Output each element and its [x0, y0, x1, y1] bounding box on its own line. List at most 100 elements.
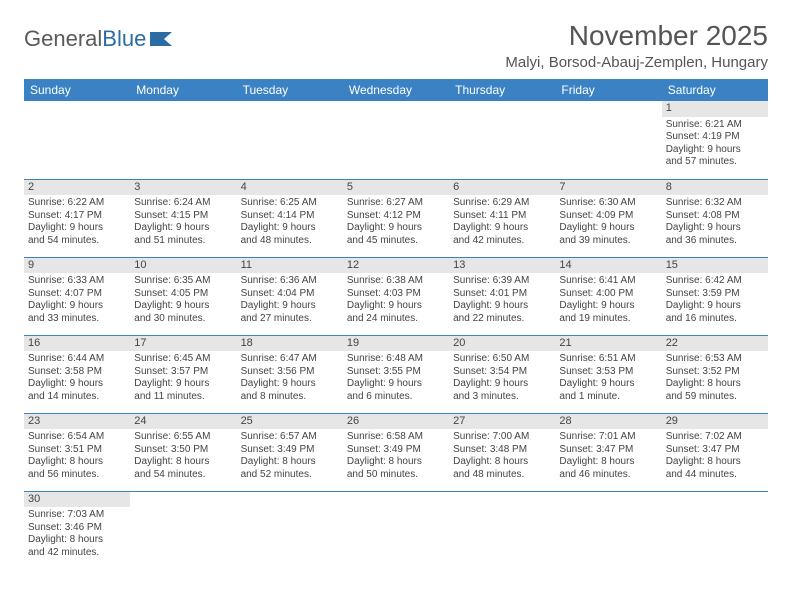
- day-detail: and 27 minutes.: [241, 313, 339, 326]
- day-detail: Sunrise: 6:50 AM: [453, 353, 551, 366]
- day-header: Sunday: [24, 79, 130, 101]
- day-detail: Sunrise: 7:03 AM: [28, 509, 126, 522]
- day-detail: and 46 minutes.: [559, 469, 657, 482]
- day-detail: Sunset: 3:59 PM: [666, 288, 764, 301]
- day-detail: Sunrise: 6:42 AM: [666, 275, 764, 288]
- day-detail: and 51 minutes.: [134, 235, 232, 248]
- day-detail: Sunset: 3:47 PM: [666, 444, 764, 457]
- day-detail: and 30 minutes.: [134, 313, 232, 326]
- day-detail: Sunrise: 6:21 AM: [666, 119, 764, 132]
- day-detail: Daylight: 8 hours: [559, 456, 657, 469]
- empty-cell: [555, 101, 661, 179]
- day-header: Monday: [130, 79, 236, 101]
- day-detail: Sunset: 4:07 PM: [28, 288, 126, 301]
- day-detail: and 48 minutes.: [453, 469, 551, 482]
- day-detail: and 48 minutes.: [241, 235, 339, 248]
- day-header: Thursday: [449, 79, 555, 101]
- day-detail: Sunrise: 6:27 AM: [347, 197, 445, 210]
- day-cell: 9Sunrise: 6:33 AMSunset: 4:07 PMDaylight…: [24, 257, 130, 335]
- empty-cell: [449, 101, 555, 179]
- day-detail: Sunset: 3:50 PM: [134, 444, 232, 457]
- day-detail: and 1 minute.: [559, 391, 657, 404]
- day-detail: Sunset: 3:52 PM: [666, 366, 764, 379]
- day-number: 13: [449, 258, 555, 274]
- day-header-row: SundayMondayTuesdayWednesdayThursdayFrid…: [24, 79, 768, 101]
- day-detail: Sunrise: 6:58 AM: [347, 431, 445, 444]
- day-detail: Sunrise: 6:54 AM: [28, 431, 126, 444]
- day-detail: Sunrise: 6:38 AM: [347, 275, 445, 288]
- day-detail: Sunrise: 6:44 AM: [28, 353, 126, 366]
- day-cell: 10Sunrise: 6:35 AMSunset: 4:05 PMDayligh…: [130, 257, 236, 335]
- day-cell: 20Sunrise: 6:50 AMSunset: 3:54 PMDayligh…: [449, 335, 555, 413]
- day-header: Tuesday: [237, 79, 343, 101]
- day-number: 5: [343, 180, 449, 196]
- day-detail: Daylight: 9 hours: [666, 222, 764, 235]
- day-detail: and 42 minutes.: [453, 235, 551, 248]
- day-cell: 13Sunrise: 6:39 AMSunset: 4:01 PMDayligh…: [449, 257, 555, 335]
- day-detail: Sunrise: 6:35 AM: [134, 275, 232, 288]
- day-detail: Sunset: 3:48 PM: [453, 444, 551, 457]
- day-detail: Sunrise: 6:57 AM: [241, 431, 339, 444]
- empty-cell: [237, 101, 343, 179]
- day-cell: 30Sunrise: 7:03 AMSunset: 3:46 PMDayligh…: [24, 491, 130, 569]
- day-detail: and 42 minutes.: [28, 547, 126, 560]
- day-detail: Daylight: 9 hours: [28, 300, 126, 313]
- day-detail: Daylight: 9 hours: [559, 300, 657, 313]
- day-number: 17: [130, 336, 236, 352]
- day-number: 18: [237, 336, 343, 352]
- day-detail: and 54 minutes.: [28, 235, 126, 248]
- day-number: 16: [24, 336, 130, 352]
- day-detail: Daylight: 9 hours: [453, 222, 551, 235]
- day-cell: 17Sunrise: 6:45 AMSunset: 3:57 PMDayligh…: [130, 335, 236, 413]
- day-detail: Sunrise: 7:02 AM: [666, 431, 764, 444]
- day-detail: Sunset: 4:01 PM: [453, 288, 551, 301]
- day-number: 10: [130, 258, 236, 274]
- day-detail: Sunrise: 6:39 AM: [453, 275, 551, 288]
- empty-cell: [449, 491, 555, 569]
- day-cell: 21Sunrise: 6:51 AMSunset: 3:53 PMDayligh…: [555, 335, 661, 413]
- day-detail: and 57 minutes.: [666, 156, 764, 169]
- day-detail: Sunrise: 6:53 AM: [666, 353, 764, 366]
- day-detail: Sunset: 4:19 PM: [666, 131, 764, 144]
- day-detail: and 14 minutes.: [28, 391, 126, 404]
- day-detail: Daylight: 9 hours: [241, 300, 339, 313]
- day-detail: Daylight: 8 hours: [666, 456, 764, 469]
- day-detail: Daylight: 9 hours: [347, 378, 445, 391]
- day-number: 11: [237, 258, 343, 274]
- day-number: 28: [555, 414, 661, 430]
- logo-text-1: General: [24, 26, 102, 52]
- day-cell: 22Sunrise: 6:53 AMSunset: 3:52 PMDayligh…: [662, 335, 768, 413]
- day-detail: Daylight: 9 hours: [559, 222, 657, 235]
- day-cell: 4Sunrise: 6:25 AMSunset: 4:14 PMDaylight…: [237, 179, 343, 257]
- logo-text-2: Blue: [102, 26, 146, 52]
- day-number: 14: [555, 258, 661, 274]
- day-number: 22: [662, 336, 768, 352]
- day-detail: and 59 minutes.: [666, 391, 764, 404]
- day-detail: Sunset: 3:49 PM: [241, 444, 339, 457]
- day-number: 30: [24, 492, 130, 508]
- day-cell: 14Sunrise: 6:41 AMSunset: 4:00 PMDayligh…: [555, 257, 661, 335]
- day-cell: 7Sunrise: 6:30 AMSunset: 4:09 PMDaylight…: [555, 179, 661, 257]
- day-number: 15: [662, 258, 768, 274]
- day-detail: and 8 minutes.: [241, 391, 339, 404]
- day-detail: and 56 minutes.: [28, 469, 126, 482]
- empty-cell: [555, 491, 661, 569]
- day-detail: Daylight: 8 hours: [453, 456, 551, 469]
- day-detail: Sunrise: 6:36 AM: [241, 275, 339, 288]
- day-detail: Daylight: 9 hours: [241, 222, 339, 235]
- day-detail: and 11 minutes.: [134, 391, 232, 404]
- week-row: 23Sunrise: 6:54 AMSunset: 3:51 PMDayligh…: [24, 413, 768, 491]
- day-number: 2: [24, 180, 130, 196]
- day-detail: Sunrise: 6:51 AM: [559, 353, 657, 366]
- day-number: 27: [449, 414, 555, 430]
- day-number: 26: [343, 414, 449, 430]
- day-cell: 1Sunrise: 6:21 AMSunset: 4:19 PMDaylight…: [662, 101, 768, 179]
- day-detail: Daylight: 8 hours: [666, 378, 764, 391]
- day-detail: Sunrise: 6:25 AM: [241, 197, 339, 210]
- day-detail: Daylight: 9 hours: [666, 300, 764, 313]
- day-detail: Daylight: 9 hours: [134, 300, 232, 313]
- day-detail: Daylight: 9 hours: [453, 300, 551, 313]
- day-detail: Sunrise: 6:29 AM: [453, 197, 551, 210]
- day-header: Wednesday: [343, 79, 449, 101]
- day-detail: and 54 minutes.: [134, 469, 232, 482]
